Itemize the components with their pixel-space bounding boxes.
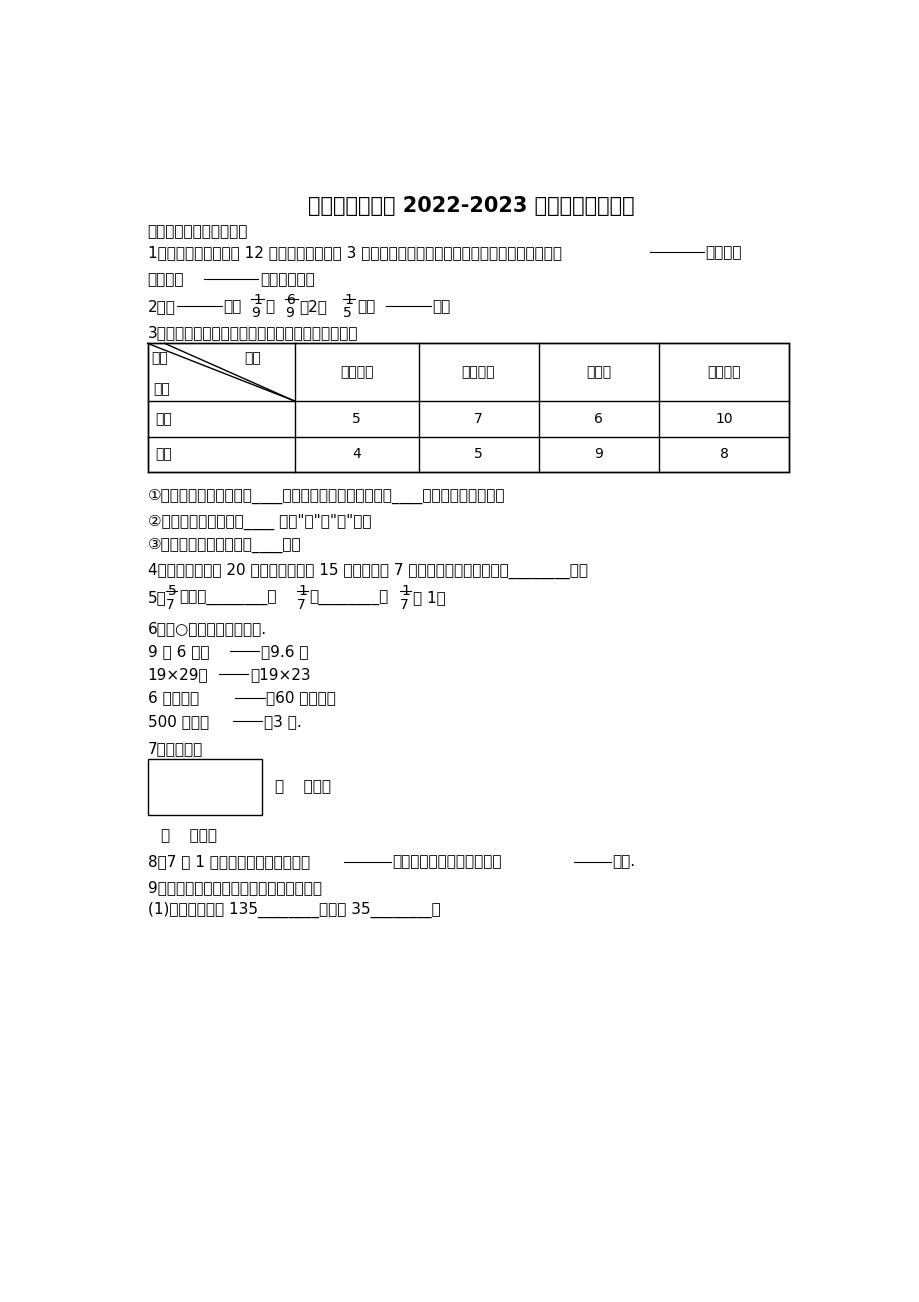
Text: 500 千克（: 500 千克（ <box>147 713 209 729</box>
Text: 6: 6 <box>287 293 296 306</box>
Text: ）个: ）个 <box>223 298 242 314</box>
Text: 7: 7 <box>166 598 175 612</box>
Text: 8: 8 <box>719 447 728 461</box>
Text: 5: 5 <box>343 306 351 319</box>
Text: ）。: ）。 <box>432 298 450 314</box>
Text: 人数: 人数 <box>152 352 168 365</box>
Text: 6．在○里填上＞、＜或＝.: 6．在○里填上＞、＜或＝. <box>147 621 267 637</box>
Text: 9 元 6 角（: 9 元 6 角（ <box>147 644 209 659</box>
Text: 9: 9 <box>594 447 602 461</box>
Text: 1．一个长方形的长是 12 厘米，如果长减少 3 厘米就变成了一个正方形，这个长方形的周长是（: 1．一个长方形的长是 12 厘米，如果长减少 3 厘米就变成了一个正方形，这个长… <box>147 246 561 260</box>
Text: 一、认真思考，巧填空。: 一、认真思考，巧填空。 <box>147 224 247 240</box>
Text: 电视剧: 电视剧 <box>585 365 610 379</box>
Text: 5．: 5． <box>147 591 166 605</box>
Text: ）19×23: ）19×23 <box>250 668 310 682</box>
Text: 7: 7 <box>473 411 482 426</box>
Text: ①三年二班同学中最喜欢____类的节目的人数最多，喜欢____类节目的人数最少。: ①三年二班同学中最喜欢____类的节目的人数最多，喜欢____类节目的人数最少。 <box>147 488 505 504</box>
Text: 黑龙江省虎林市 2022-2023 学年三下数学期末: 黑龙江省虎林市 2022-2023 学年三下数学期末 <box>308 197 634 216</box>
Text: ②三年二班男生比女生____ （填"多"或"少"）。: ②三年二班男生比女生____ （填"多"或"少"）。 <box>147 513 370 530</box>
Text: ③喜欢体育节目的一共有____人。: ③喜欢体育节目的一共有____人。 <box>147 538 301 553</box>
Text: 种类: 种类 <box>244 352 261 365</box>
Text: ，________个: ，________个 <box>309 591 389 605</box>
Text: 3．下面是三年二班同学最喜欢的电视节目统计表。: 3．下面是三年二班同学最喜欢的电视节目统计表。 <box>147 326 357 341</box>
Text: 是: 是 <box>265 298 274 314</box>
Text: ）平方厘米。: ）平方厘米。 <box>260 272 314 286</box>
Text: 1: 1 <box>344 293 353 306</box>
Text: 4．奶奶家原来有 20 只兔子，又买了 15 只。一共有 7 个笼子，平均每个笼子放________只。: 4．奶奶家原来有 20 只兔子，又买了 15 只。一共有 7 个笼子，平均每个笼… <box>147 562 587 579</box>
Bar <box>147 344 789 471</box>
Text: 1: 1 <box>299 585 307 599</box>
Text: 5: 5 <box>473 447 482 461</box>
Text: 体育节目: 体育节目 <box>461 365 494 379</box>
Text: 4: 4 <box>352 447 361 461</box>
Text: 1: 1 <box>402 585 410 599</box>
Text: 9: 9 <box>285 306 294 319</box>
Text: （    ）厘米: （ ）厘米 <box>275 780 330 794</box>
Text: 面积是（: 面积是（ <box>147 272 184 286</box>
Text: 9．在下面的括号里填上适当的单位名称。: 9．在下面的括号里填上适当的单位名称。 <box>147 880 322 894</box>
Text: 8．7 月 1 日是党的生日，它在第（: 8．7 月 1 日是党的生日，它在第（ <box>147 854 310 870</box>
Text: 9: 9 <box>251 306 260 319</box>
Text: ）厘米，: ）厘米， <box>705 246 742 260</box>
Text: 7: 7 <box>400 598 409 612</box>
Text: ）60 平方分米: ）60 平方分米 <box>266 690 335 706</box>
Text: 19×29（: 19×29（ <box>147 668 208 682</box>
Text: 1: 1 <box>253 293 262 306</box>
Text: ）天.: ）天. <box>612 854 635 870</box>
Text: 5: 5 <box>167 585 176 599</box>
Text: ）3 吨.: ）3 吨. <box>264 713 301 729</box>
Text: 是 1。: 是 1。 <box>412 591 445 605</box>
Text: 10: 10 <box>715 411 732 426</box>
Bar <box>147 759 262 815</box>
Text: 7．量一量。: 7．量一量。 <box>147 741 202 755</box>
Text: 7: 7 <box>297 598 305 612</box>
Text: 女生: 女生 <box>155 447 172 461</box>
Text: 男生: 男生 <box>155 411 172 426</box>
Text: ）季度，这个季度一共有（: ）季度，这个季度一共有（ <box>392 854 502 870</box>
Text: 6 平方米（: 6 平方米（ <box>147 690 199 706</box>
Text: 性别: 性别 <box>153 381 170 396</box>
Text: 新闻节目: 新闻节目 <box>340 365 373 379</box>
Text: 卡通节目: 卡通节目 <box>707 365 740 379</box>
Text: （    ）厘米: （ ）厘米 <box>162 828 217 844</box>
Text: 2．（: 2．（ <box>147 298 176 314</box>
Text: (1)小华身高大约 135________，体重 35________；: (1)小华身高大约 135________，体重 35________； <box>147 901 440 918</box>
Text: 6: 6 <box>594 411 602 426</box>
Text: 是（: 是（ <box>357 298 375 314</box>
Text: 里面有________个: 里面有________个 <box>179 591 277 605</box>
Text: ，2个: ，2个 <box>299 298 327 314</box>
Text: 5: 5 <box>352 411 361 426</box>
Text: ）9.6 元: ）9.6 元 <box>260 644 308 659</box>
